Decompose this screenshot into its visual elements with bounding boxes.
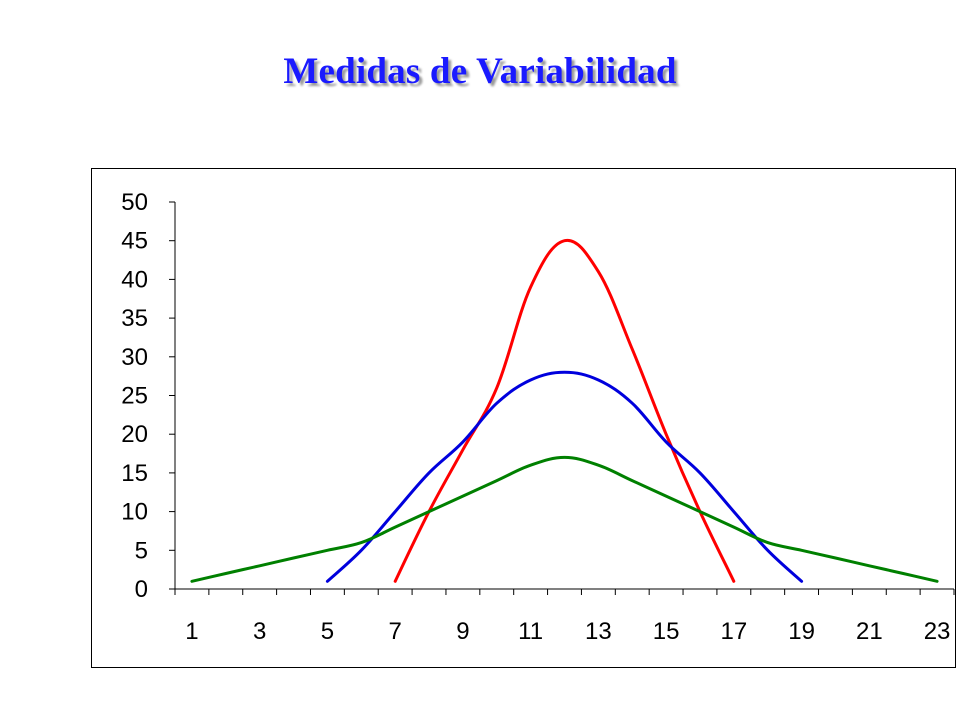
x-tick-label: 1 (185, 618, 198, 645)
x-tick-label: 9 (456, 618, 469, 645)
y-tick-label: 25 (121, 383, 148, 410)
y-tick-label: 40 (121, 266, 148, 293)
x-tick-label: 11 (518, 618, 543, 645)
x-tick-label: 13 (585, 618, 612, 645)
y-tick-label: 15 (121, 460, 148, 487)
series-line-1 (393, 238, 736, 583)
series-line-2 (325, 370, 804, 583)
y-tick-label: 35 (121, 305, 148, 332)
y-tick-label: 20 (121, 421, 148, 448)
x-tick-label: 21 (856, 618, 883, 645)
chart-series (190, 238, 939, 583)
x-tick-label: 3 (253, 618, 266, 645)
y-tick-label: 0 (135, 576, 148, 603)
x-tick-label: 15 (653, 618, 680, 645)
x-tick-label: 5 (321, 618, 334, 645)
y-tick-label: 30 (121, 344, 148, 371)
x-tick-label: 17 (720, 618, 747, 645)
series-line-3 (190, 455, 939, 583)
y-tick-label: 5 (135, 537, 148, 564)
y-tick-label: 10 (121, 499, 148, 526)
page-title: Medidas de Variabilidad (283, 51, 677, 92)
x-tick-label: 23 (924, 618, 951, 645)
chart-frame: 0 5 10 15 20 25 30 35 40 45 50 1 3 5 7 9 11 13 15 17 19 21 23 (91, 168, 956, 668)
x-tick-label: 19 (788, 618, 815, 645)
y-tick-label: 50 (121, 189, 148, 216)
y-tick-label: 45 (121, 228, 148, 255)
x-tick-label: 7 (388, 618, 401, 645)
